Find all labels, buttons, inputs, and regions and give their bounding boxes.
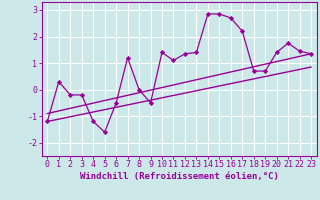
- X-axis label: Windchill (Refroidissement éolien,°C): Windchill (Refroidissement éolien,°C): [80, 172, 279, 181]
